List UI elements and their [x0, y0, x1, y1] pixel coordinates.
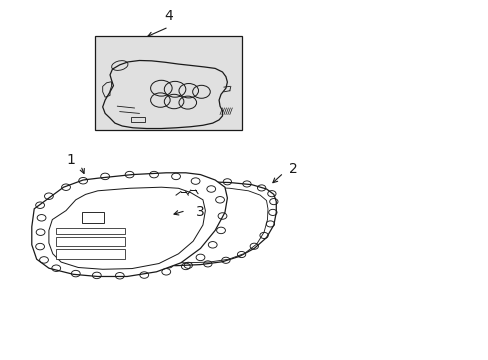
- Bar: [56, 249, 124, 259]
- Text: 4: 4: [164, 9, 173, 23]
- Bar: [95, 36, 242, 130]
- Bar: [149, 209, 173, 218]
- Bar: [82, 212, 104, 223]
- Bar: [56, 237, 124, 246]
- Bar: [56, 228, 124, 234]
- Polygon shape: [128, 182, 276, 266]
- Text: 3: 3: [196, 206, 204, 219]
- Text: 2: 2: [288, 162, 297, 176]
- Bar: [131, 117, 144, 122]
- Text: 1: 1: [66, 153, 75, 167]
- Polygon shape: [32, 173, 227, 276]
- Polygon shape: [137, 187, 267, 263]
- Polygon shape: [49, 187, 205, 269]
- Bar: [145, 229, 172, 239]
